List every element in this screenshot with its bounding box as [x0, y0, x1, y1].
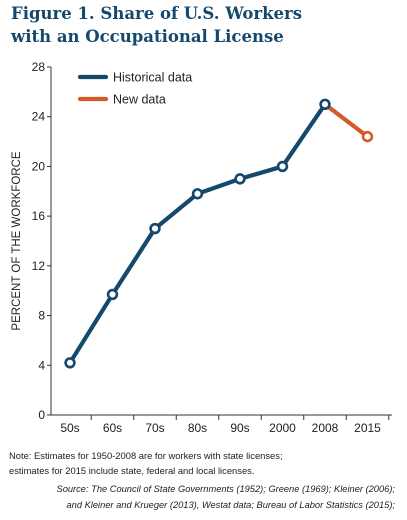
- data-point: [234, 173, 246, 185]
- y-tick-label: 12: [32, 259, 46, 273]
- note-line-2: estimates for 2015 include state, federa…: [9, 465, 255, 476]
- data-point: [319, 98, 331, 110]
- y-tick-label: 0: [38, 408, 45, 422]
- y-tick-label: 4: [38, 358, 45, 372]
- chart-note: Note: Estimates for 1950-2008 are for wo…: [9, 448, 404, 478]
- chart-title: Figure 1. Share of U.S. Workers with an …: [11, 2, 401, 48]
- chart-source: Source: The Council of State Governments…: [0, 481, 395, 513]
- title-line-1: Figure 1. Share of U.S. Workers: [11, 4, 303, 23]
- line-chart: 0 4 8 12 16 20 24 28 50s 60s 70s 80s 90s 2000 2008 2015…: [11, 60, 392, 435]
- x-tick-label: 2008: [312, 421, 339, 435]
- y-tick-label: 8: [38, 309, 45, 323]
- data-point: [276, 160, 289, 173]
- y-tick-label: 24: [32, 110, 46, 124]
- y-tick-label: 28: [32, 60, 46, 74]
- source-line-1: Source: The Council of State Governments…: [56, 484, 395, 494]
- data-point: [149, 222, 161, 235]
- data-point: [191, 188, 204, 200]
- data-point: [106, 288, 119, 301]
- legend-label: Historical data: [113, 71, 192, 85]
- x-tick-label: 80s: [188, 421, 207, 435]
- note-line-1: Note: Estimates for 1950-2008 are for wo…: [9, 450, 283, 461]
- x-tick-label: 2000: [269, 421, 296, 435]
- data-point: [361, 130, 374, 143]
- y-axis-label: PERCENT OF THE WORKFORCE: [11, 151, 23, 330]
- data-point: [64, 357, 76, 369]
- x-tick-label: 90s: [230, 421, 249, 435]
- y-tick-label: 20: [32, 159, 46, 173]
- x-tick-label: 50s: [60, 421, 79, 435]
- title-line-2: with an Occupational License: [11, 27, 284, 46]
- legend-label: New data: [113, 93, 166, 107]
- source-line-2: and Kleiner and Krueger (2013), Westat d…: [66, 500, 395, 510]
- series-line-1: [322, 102, 370, 139]
- series-line-0: [67, 102, 328, 365]
- x-tick-label: 2015: [354, 421, 381, 435]
- y-tick-label: 16: [32, 209, 46, 223]
- x-tick-label: 60s: [103, 421, 122, 435]
- x-tick-label: 70s: [145, 421, 164, 435]
